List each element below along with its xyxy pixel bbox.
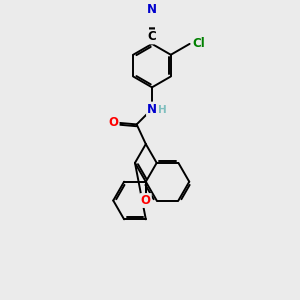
Text: N: N [147,103,157,116]
Text: H: H [158,105,167,116]
Text: N: N [147,3,157,16]
Text: O: O [109,116,118,129]
Text: C: C [147,30,156,44]
Text: O: O [141,194,151,207]
Text: Cl: Cl [192,38,205,50]
